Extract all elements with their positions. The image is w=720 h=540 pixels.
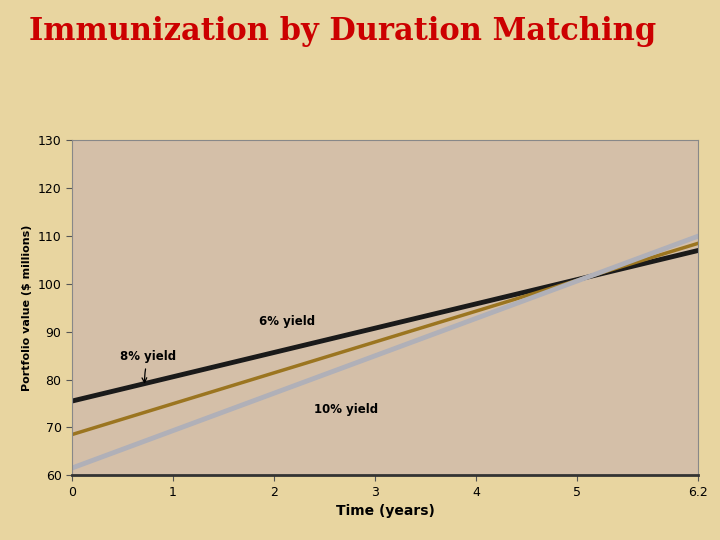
Text: 6% yield: 6% yield [259, 314, 315, 328]
Text: Immunization by Duration Matching: Immunization by Duration Matching [29, 16, 656, 47]
Y-axis label: Portfolio value ($ millions): Portfolio value ($ millions) [22, 225, 32, 391]
Text: 8% yield: 8% yield [120, 350, 176, 382]
X-axis label: Time (years): Time (years) [336, 504, 435, 518]
Text: 10% yield: 10% yield [315, 403, 379, 416]
